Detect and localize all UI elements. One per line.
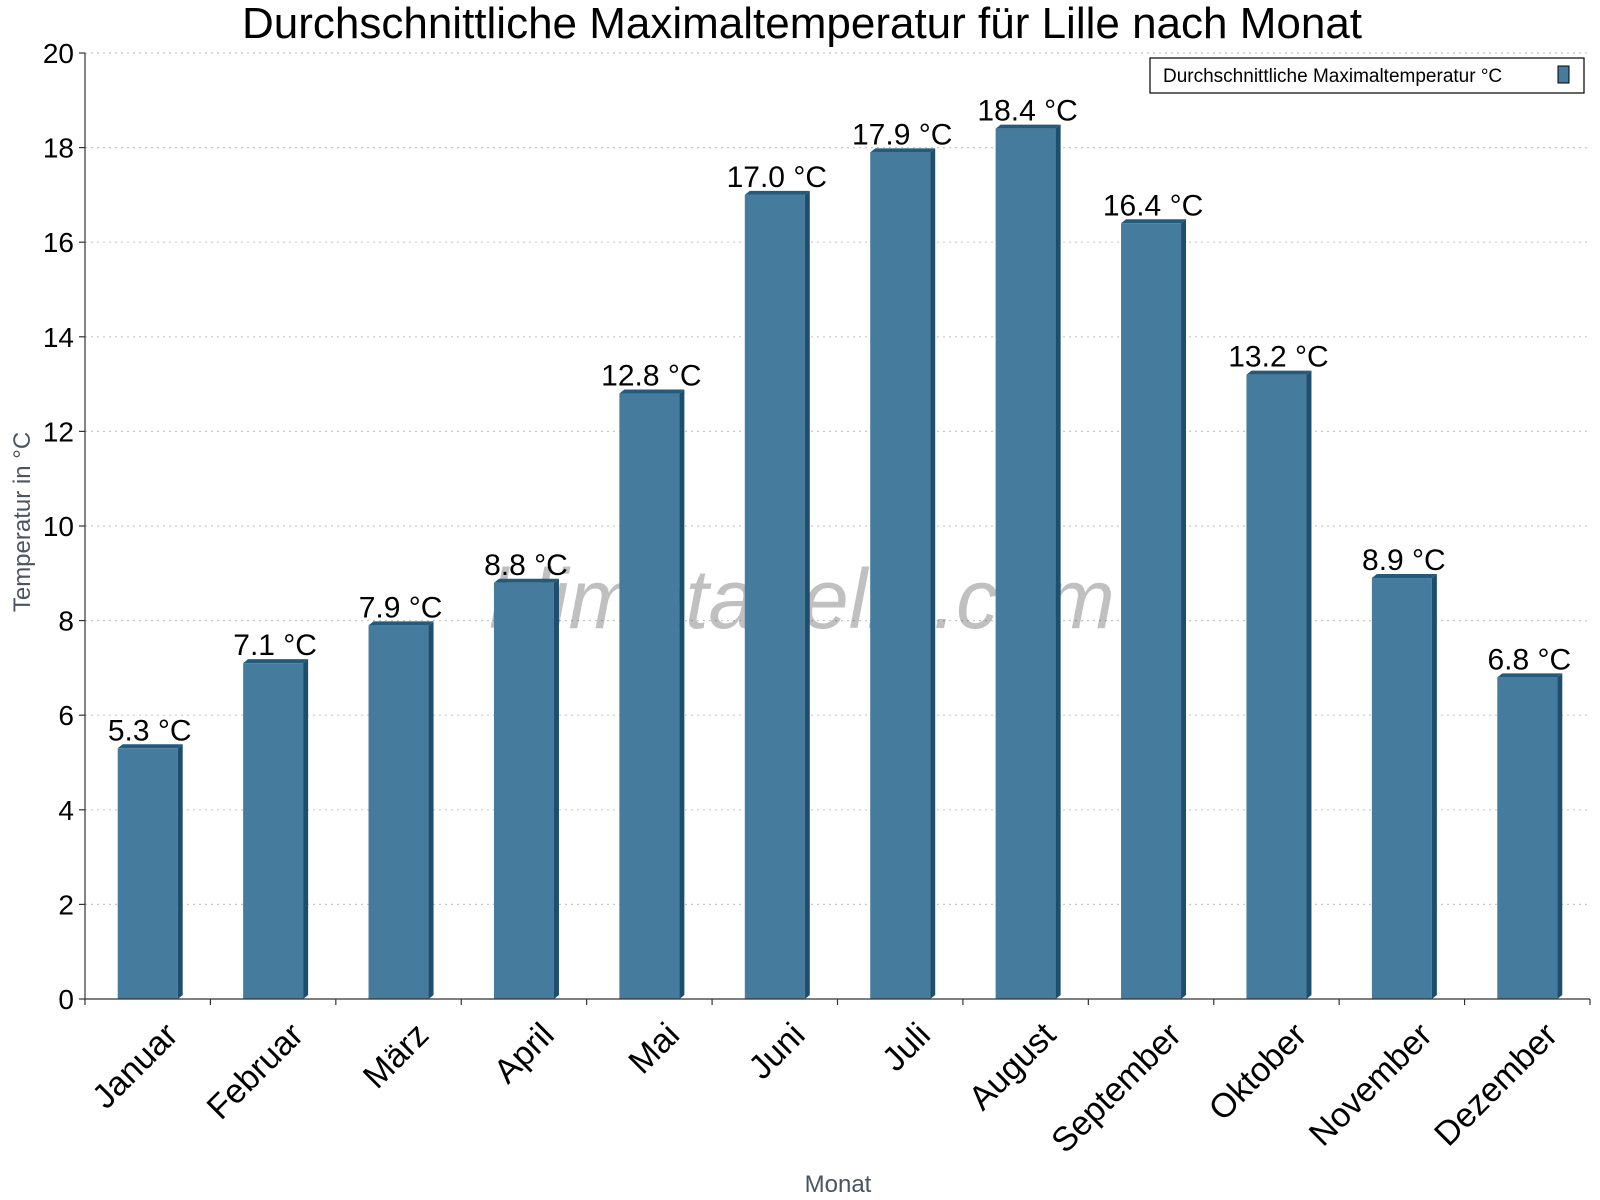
value-labels: 5.3 °C 7.1 °C 7.9 °C 8.8 °C 12.8 °C 17.0 °C 17…: [108, 95, 1571, 748]
bar-side: [930, 148, 936, 999]
value-label: 17.0 °C: [727, 161, 827, 194]
value-label: 13.2 °C: [1228, 341, 1328, 374]
x-tick-label: Oktober: [1202, 1016, 1314, 1128]
y-tick-label: 6: [58, 700, 74, 731]
bar-5: [744, 190, 810, 999]
bar-side: [553, 578, 559, 999]
bar: [493, 582, 554, 999]
bar: [1497, 677, 1558, 999]
bar-top: [619, 389, 685, 394]
bar-top: [1371, 574, 1437, 579]
bar-7: [995, 124, 1061, 1000]
bar-top: [1497, 673, 1563, 678]
value-label: 8.8 °C: [484, 549, 568, 582]
y-tick-label: 16: [43, 227, 74, 258]
bar-8: [1121, 219, 1187, 999]
bar-top: [243, 659, 309, 664]
bar-top: [995, 124, 1061, 129]
bar-1: [243, 659, 309, 999]
bar-side: [177, 744, 183, 999]
y-tick-label: 2: [58, 889, 74, 920]
bar-side: [1055, 124, 1061, 1000]
bar: [243, 663, 304, 999]
bar: [744, 194, 805, 999]
bar-9: [1246, 370, 1312, 999]
bar: [619, 393, 680, 999]
bar-side: [804, 190, 810, 999]
bar: [1371, 578, 1432, 999]
y-tick-labels: 0 2 4 6 8 10 12 14 16 18 20: [43, 38, 74, 1015]
bar-11: [1497, 673, 1563, 999]
y-tick-label: 14: [43, 322, 74, 353]
grid-lines: [85, 52, 1590, 906]
bar-2: [368, 621, 434, 999]
x-tick-label: Juli: [875, 1016, 938, 1079]
value-label: 6.8 °C: [1487, 643, 1571, 676]
y-axis-title: Temperatur in °C: [9, 432, 36, 612]
bar-side: [1181, 219, 1187, 999]
legend-box: [1149, 57, 1585, 94]
bar-3: [493, 578, 559, 999]
x-tick-label: November: [1302, 1016, 1440, 1154]
bar-top: [368, 621, 434, 626]
value-label: 5.3 °C: [108, 714, 192, 747]
chart-title: Durchschnittliche Maximaltemperatur für …: [242, 0, 1362, 48]
y-tick-label: 4: [58, 795, 74, 826]
bar-6: [870, 148, 936, 999]
bar-side: [1431, 574, 1437, 999]
bar-4: [619, 389, 685, 999]
bar: [870, 152, 931, 999]
x-tick-label: September: [1044, 1016, 1188, 1160]
legend-swatch: [1557, 65, 1570, 84]
x-tick-label: Dezember: [1427, 1016, 1565, 1154]
bar-side: [1557, 673, 1563, 999]
y-tick-label: 12: [43, 416, 74, 447]
axes: [79, 52, 1591, 1005]
y-tick-label: 10: [43, 511, 74, 542]
bar-0: [117, 744, 183, 999]
bar-side: [679, 389, 685, 999]
x-axis-title: Monat: [805, 1171, 872, 1198]
bar-top: [493, 578, 559, 583]
bar-side: [1306, 370, 1312, 999]
x-tick-label: Mai: [621, 1016, 687, 1082]
bar-side: [303, 659, 309, 999]
x-tick-label: Januar: [85, 1016, 185, 1116]
bar: [368, 625, 429, 999]
bar-top: [1121, 219, 1187, 224]
value-label: 8.9 °C: [1362, 544, 1446, 577]
bar: [117, 748, 178, 999]
bar: [1121, 223, 1182, 999]
x-tick-label: Februar: [200, 1016, 311, 1127]
y-tick-label: 8: [58, 606, 74, 637]
bar-10: [1371, 574, 1437, 999]
y-tick-label: 20: [43, 38, 74, 69]
x-tick-label: März: [356, 1016, 436, 1096]
legend-label: Durchschnittliche Maximaltemperatur °C: [1163, 66, 1502, 87]
legend: Durchschnittliche Maximaltemperatur °C: [1149, 57, 1585, 94]
bar-top: [870, 148, 936, 153]
bar-top: [117, 744, 183, 749]
x-tick-label: April: [487, 1016, 562, 1091]
bars: [117, 124, 1563, 1000]
bar-side: [428, 621, 434, 999]
bar-top: [744, 190, 810, 195]
x-tick-label: Juni: [741, 1016, 812, 1087]
x-tick-label: August: [962, 1015, 1064, 1117]
value-label: 18.4 °C: [977, 95, 1077, 128]
x-tick-labels: Januar Februar März April Mai Juni Juli AugustS…: [85, 1015, 1565, 1160]
bar: [1246, 374, 1307, 999]
y-tick-label: 0: [58, 984, 74, 1015]
y-tick-label: 18: [43, 133, 74, 164]
bar: [995, 128, 1056, 999]
value-label: 17.9 °C: [852, 118, 952, 151]
value-label: 7.1 °C: [233, 629, 317, 662]
bar-top: [1246, 370, 1312, 375]
value-label: 16.4 °C: [1103, 189, 1203, 222]
value-label: 7.9 °C: [359, 591, 443, 624]
value-label: 12.8 °C: [601, 360, 701, 393]
